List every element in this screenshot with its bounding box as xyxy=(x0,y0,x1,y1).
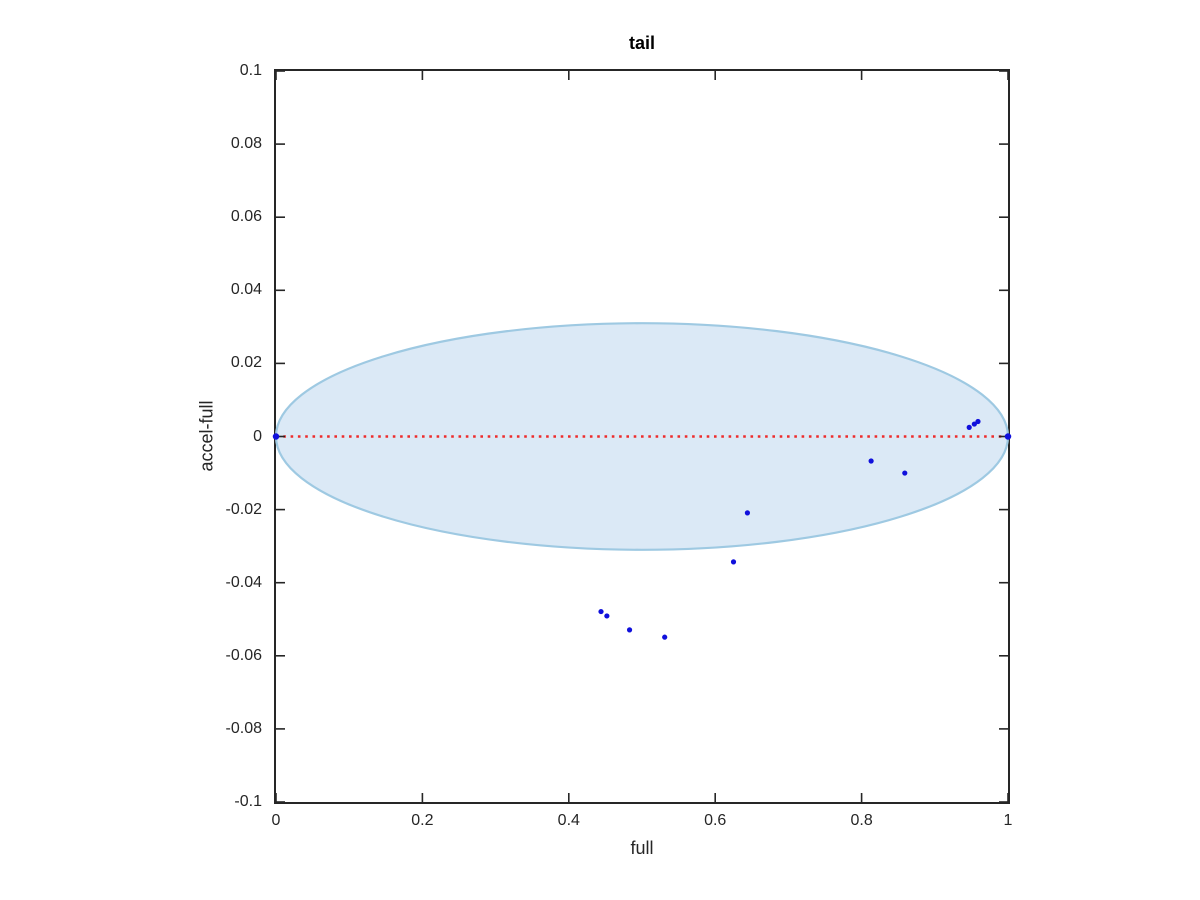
accel-minus-full-residuals-point xyxy=(598,608,604,615)
x-tick-label: 0.6 xyxy=(704,812,727,829)
y-tick-label: 0.02 xyxy=(230,354,262,372)
interval-endpoints-point xyxy=(1004,433,1012,440)
plot-area xyxy=(272,69,1012,804)
y-tick-label: -0.04 xyxy=(225,573,262,591)
interval-endpoints-point xyxy=(272,433,280,440)
y-tick-label: 0.04 xyxy=(230,281,262,299)
y-tick-label: -0.1 xyxy=(234,793,262,810)
chart-title: tail xyxy=(628,33,655,53)
y-tick-label: -0.06 xyxy=(225,646,262,664)
accel-minus-full-residuals-point xyxy=(626,627,633,633)
accel-minus-full-residuals-point xyxy=(868,458,874,464)
y-tick-label: 0.08 xyxy=(230,135,262,153)
accel-minus-full-residuals-point xyxy=(975,418,981,425)
y-tick-label: 0.06 xyxy=(230,208,262,226)
y-tick-label: 0.1 xyxy=(239,62,262,79)
x-axis-label: full xyxy=(630,838,654,858)
accel-minus-full-residuals-point xyxy=(966,424,972,430)
x-tick-label: 0.8 xyxy=(850,812,873,829)
y-tick-label: 0 xyxy=(253,427,262,445)
x-tick-label: 0.2 xyxy=(411,812,434,829)
plot-svg xyxy=(272,70,1012,803)
accel-minus-full-residuals-point xyxy=(971,421,977,427)
accel-minus-full-residuals-point xyxy=(730,559,737,565)
y-axis-label: accel-full xyxy=(196,400,217,472)
accel-minus-full-residuals-point xyxy=(604,613,610,619)
accel-minus-full-residuals-point xyxy=(902,470,908,476)
accel-minus-full-residuals-point xyxy=(744,510,751,516)
x-tick-label: 0.4 xyxy=(557,812,580,829)
y-tick-label: -0.02 xyxy=(225,500,262,518)
x-tick-label: 0 xyxy=(271,812,281,829)
x-tick-label: 1 xyxy=(1003,812,1013,829)
y-tick-label: -0.08 xyxy=(225,719,262,737)
accel-minus-full-residuals-point xyxy=(662,634,668,640)
